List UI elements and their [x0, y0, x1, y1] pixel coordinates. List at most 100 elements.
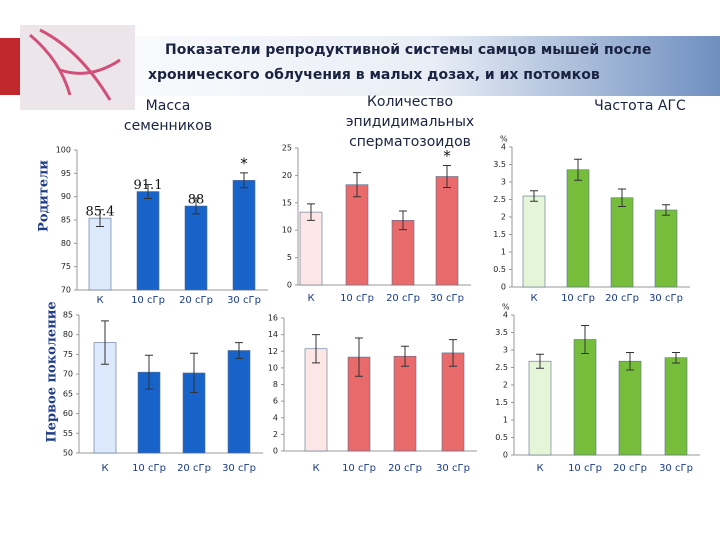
y-tick-label: 60	[63, 409, 73, 418]
bar	[393, 355, 417, 452]
error-bar	[355, 337, 363, 377]
y-tick-label: 70	[63, 370, 73, 379]
error-bar	[672, 351, 680, 364]
y-tick-label: 0.5	[493, 265, 506, 274]
error-bar	[101, 320, 109, 365]
bar	[304, 348, 328, 452]
x-tick-label: 30 сГр	[222, 463, 256, 474]
x-tick-label: 10 сГр	[342, 463, 376, 474]
error-bar	[401, 345, 409, 367]
y-tick-label: 55	[63, 429, 73, 438]
significance-mark: *	[443, 147, 451, 165]
y-tick-label: 2.5	[495, 363, 508, 372]
y-tick-label: 2.5	[493, 195, 506, 204]
error-bar	[190, 352, 198, 394]
y-tick-label: 0	[287, 281, 292, 290]
column-title: семенников	[124, 118, 212, 134]
y-tick-label: 65	[63, 389, 73, 398]
bar	[345, 184, 369, 286]
y-tick-label: 14	[268, 330, 278, 339]
y-tick-label: 85	[63, 311, 73, 320]
y-tick-label: 75	[61, 262, 71, 271]
y-tick-label: 5	[287, 253, 292, 262]
x-tick-label: К	[530, 293, 537, 304]
x-tick-label: 10 сГр	[340, 293, 374, 304]
y-tick-label: 1	[501, 248, 506, 257]
x-tick-label: К	[536, 463, 543, 474]
bar	[184, 205, 208, 291]
y-tick-label: 4	[503, 311, 508, 320]
y-tick-label: 75	[63, 350, 73, 359]
column-title: эпидидимальных	[346, 114, 474, 130]
column-title: Масса	[146, 98, 191, 114]
y-tick-label: 4	[273, 413, 278, 422]
x-tick-label: К	[312, 463, 319, 474]
error-bar	[443, 165, 451, 188]
y-axis-label: %	[502, 303, 510, 312]
y-tick-label: 15	[282, 198, 292, 207]
y-tick-label: 4	[501, 143, 506, 152]
bar	[232, 180, 256, 291]
error-bar	[240, 172, 248, 189]
header-image-detail	[29, 28, 121, 101]
x-tick-label: 10 сГр	[132, 463, 166, 474]
y-tick-label: 0	[501, 283, 506, 292]
bar	[441, 352, 465, 452]
slide-title: Показатели репродуктивной системы самцов…	[165, 42, 651, 58]
y-tick-label: 10	[268, 363, 278, 372]
error-bar	[581, 325, 589, 354]
y-tick-label: 0	[273, 447, 278, 456]
header-image	[20, 25, 135, 110]
y-tick-label: 1.5	[495, 398, 508, 407]
error-bar	[530, 190, 538, 202]
bar	[227, 350, 251, 454]
column-title: Количество	[367, 94, 453, 110]
y-tick-label: 100	[56, 146, 71, 155]
x-tick-label: 20 сГр	[386, 293, 420, 304]
error-bar	[145, 354, 153, 390]
error-bar	[312, 334, 320, 364]
bar	[136, 191, 160, 291]
bar	[299, 211, 323, 286]
x-tick-label: К	[101, 463, 108, 474]
y-tick-label: 0.5	[495, 433, 508, 442]
error-bar	[144, 184, 152, 200]
y-tick-label: 8	[273, 380, 278, 389]
row-label: Первое поколение	[45, 301, 60, 442]
y-tick-label: 3	[501, 178, 506, 187]
y-tick-label: 90	[61, 192, 71, 201]
bar	[573, 339, 597, 456]
error-bar	[626, 351, 634, 371]
y-tick-label: 2	[273, 430, 278, 439]
x-tick-label: 20 сГр	[388, 463, 422, 474]
error-bar	[536, 353, 544, 369]
error-bar	[96, 209, 104, 228]
value-label: 88	[188, 193, 205, 208]
y-tick-label: 70	[61, 286, 71, 295]
y-axis-label: %	[500, 135, 508, 144]
y-tick-label: 80	[63, 330, 73, 339]
x-tick-label: 30 сГр	[227, 295, 261, 306]
y-tick-label: 3.5	[495, 328, 508, 337]
error-bar	[574, 158, 582, 181]
error-bar	[235, 342, 243, 359]
y-tick-label: 0	[503, 451, 508, 460]
error-bar	[662, 204, 670, 216]
bar	[610, 197, 634, 288]
x-tick-label: 30 сГр	[430, 293, 464, 304]
error-bar	[307, 203, 315, 221]
y-tick-label: 2	[501, 213, 506, 222]
x-tick-label: 10 сГр	[561, 293, 595, 304]
x-tick-label: 20 сГр	[613, 463, 647, 474]
y-tick-label: 12	[268, 347, 278, 356]
significance-mark: *	[240, 154, 248, 172]
y-tick-label: 2	[503, 381, 508, 390]
x-tick-label: 30 сГр	[649, 293, 683, 304]
row-label: Родители	[37, 160, 52, 232]
y-tick-label: 3	[503, 346, 508, 355]
header-accent	[0, 38, 20, 95]
y-tick-label: 25	[282, 144, 292, 153]
x-tick-label: К	[307, 293, 314, 304]
bar	[522, 195, 546, 288]
y-tick-label: 3.5	[493, 160, 506, 169]
